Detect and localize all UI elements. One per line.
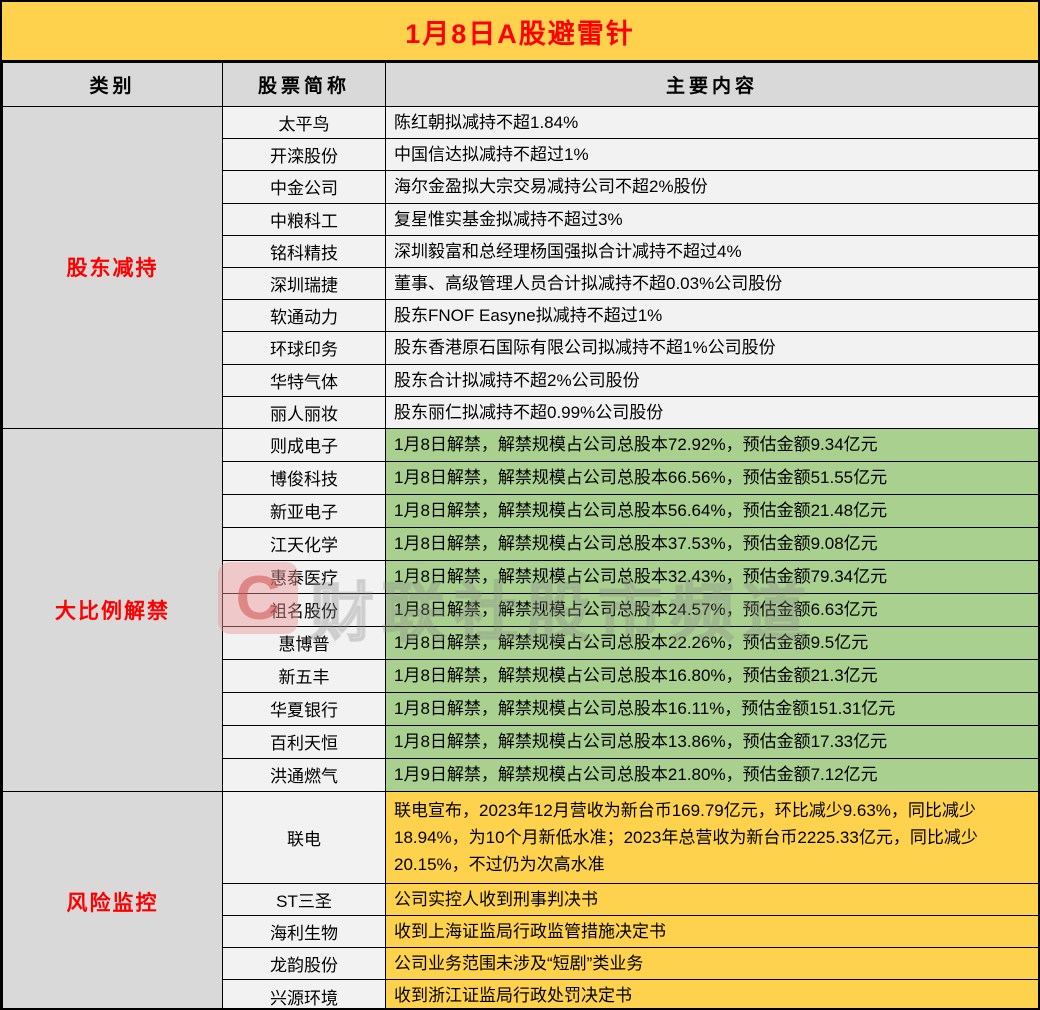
- column-header-category: 类别: [2, 62, 223, 107]
- content-cell: 1月8日解禁，解禁规模占公司总股本72.92%，预估金额9.34亿元: [385, 427, 1038, 462]
- table-row: 惠博普 1月8日解禁，解禁规模占公司总股本22.26%，预估金额9.5亿元: [3, 625, 1038, 660]
- content-cell: 公司业务范围未涉及“短剧”类业务: [385, 947, 1038, 981]
- stock-name-cell: 江天化学: [222, 526, 386, 561]
- table-row: 华特气体 股东合计拟减持不超2%公司股份: [3, 363, 1038, 397]
- content-cell: 中国信达拟减持不超过1%: [385, 138, 1038, 172]
- content-cell: 1月8日解禁，解禁规模占公司总股本22.26%，预估金额9.5亿元: [385, 625, 1038, 660]
- content-cell: 陈红朝拟减持不超1.84%: [385, 105, 1038, 140]
- content-cell: 1月8日解禁，解禁规模占公司总股本32.43%，预估金额79.34亿元: [385, 559, 1038, 594]
- data-table: 类别 股票简称 主要内容 股东减持 太平鸟 陈红朝拟减持不超1.84% 开滦股份 中国信…: [2, 62, 1038, 1008]
- content-cell: 董事、高级管理人员合计拟减持不超0.03%公司股份: [385, 266, 1038, 301]
- table-row: 铭科精技 深圳毅富和总经理杨国强拟合计减持不超过4%: [3, 234, 1038, 268]
- stock-name-cell: 新五丰: [222, 658, 386, 693]
- table-row: 华夏银行 1月8日解禁，解禁规模占公司总股本16.11%，预估金额151.31亿元: [3, 691, 1038, 726]
- table-row: 新亚电子 1月8日解禁，解禁规模占公司总股本56.64%，预估金额21.48亿元: [3, 493, 1038, 528]
- stock-name-cell: 海利生物: [222, 915, 386, 949]
- content-cell: 公司实控人收到刑事判决书: [385, 882, 1038, 917]
- content-cell: 1月9日解禁，解禁规模占公司总股本21.80%，预估金额7.12亿元: [385, 757, 1038, 792]
- stock-name-cell: 中金公司: [222, 170, 386, 204]
- table-row: 惠泰医疗 1月8日解禁，解禁规模占公司总股本32.43%，预估金额79.34亿元: [3, 559, 1038, 594]
- stock-name-cell: 百利天恒: [222, 724, 386, 759]
- table-row: 兴源环境 收到浙江证监局行政处罚决定书: [3, 979, 1038, 1008]
- stock-name-cell: 新亚电子: [222, 493, 386, 528]
- stock-name-cell: 华夏银行: [222, 691, 386, 726]
- content-cell: 1月8日解禁，解禁规模占公司总股本66.56%，预估金额51.55亿元: [385, 460, 1038, 495]
- content-cell: 1月8日解禁，解禁规模占公司总股本16.11%，预估金额151.31亿元: [385, 691, 1038, 726]
- content-cell: 1月8日解禁，解禁规模占公司总股本56.64%，预估金额21.48亿元: [385, 493, 1038, 528]
- stock-name-cell: 龙韵股份: [222, 947, 386, 981]
- stock-name-cell: 丽人丽妆: [222, 395, 386, 429]
- content-cell: 1月8日解禁，解禁规模占公司总股本16.80%，预估金额21.3亿元: [385, 658, 1038, 693]
- column-header-content: 主要内容: [385, 62, 1038, 107]
- stock-name-cell: 惠博普: [222, 625, 386, 660]
- column-header-stock: 股票简称: [222, 62, 386, 107]
- table-row: 中金公司 海尔金盈拟大宗交易减持公司不超2%股份: [3, 170, 1038, 204]
- category-cell: 大比例解禁: [2, 427, 223, 792]
- stock-name-cell: 软通动力: [222, 299, 386, 333]
- stock-name-cell: 祖名股份: [222, 592, 386, 627]
- stock-name-cell: 环球印务: [222, 331, 386, 365]
- table-row: 江天化学 1月8日解禁，解禁规模占公司总股本37.53%，预估金额9.08亿元: [3, 526, 1038, 561]
- content-cell: 股东香港原石国际有限公司拟减持不超1%公司股份: [385, 331, 1038, 365]
- table-row: 大比例解禁 则成电子 1月8日解禁，解禁规模占公司总股本72.92%，预估金额9.3…: [2, 427, 1038, 792]
- table-row: 风险监控 联电 联电宣布，2023年12月营收为新台币169.79亿元，环比减少9.…: [2, 790, 1038, 1008]
- content-cell: 收到上海证监局行政监管措施决定书: [385, 915, 1038, 949]
- content-cell: 股东合计拟减持不超2%公司股份: [385, 363, 1038, 397]
- content-cell: 1月8日解禁，解禁规模占公司总股本13.86%，预估金额17.33亿元: [385, 724, 1038, 759]
- table-row: 深圳瑞捷 董事、高级管理人员合计拟减持不超0.03%公司股份: [3, 266, 1038, 301]
- table-row: 股东减持 太平鸟 陈红朝拟减持不超1.84%: [2, 105, 1038, 429]
- content-cell: 股东丽仁拟减持不超0.99%公司股份: [385, 395, 1038, 429]
- stock-name-cell: 则成电子: [222, 427, 386, 462]
- stock-name-cell: ST三圣: [222, 882, 386, 917]
- page-title: 1月8日A股避雷针: [2, 2, 1038, 62]
- stock-name-cell: 铭科精技: [222, 234, 386, 268]
- stock-name-cell: 洪通燃气: [222, 757, 386, 792]
- stock-name-cell: 开滦股份: [222, 138, 386, 172]
- table-row: 环球印务 股东香港原石国际有限公司拟减持不超1%公司股份: [3, 331, 1038, 365]
- content-cell: 深圳毅富和总经理杨国强拟合计减持不超过4%: [385, 234, 1038, 268]
- category-cell: 股东减持: [2, 106, 223, 429]
- table-row: 开滦股份 中国信达拟减持不超过1%: [3, 138, 1038, 172]
- table-row: 软通动力 股东FNOF Easyne拟减持不超过1%: [3, 299, 1038, 333]
- content-cell: 1月8日解禁，解禁规模占公司总股本24.57%，预估金额6.63亿元: [385, 592, 1038, 627]
- stock-name-cell: 太平鸟: [222, 105, 386, 140]
- table-body: 股东减持 太平鸟 陈红朝拟减持不超1.84% 开滦股份 中国信达拟减持不超过1% 中金公司…: [2, 105, 1038, 1008]
- table-row: 中粮科工 复星惟实基金拟减持不超过3%: [3, 202, 1038, 236]
- table-row: 百利天恒 1月8日解禁，解禁规模占公司总股本13.86%，预估金额17.33亿元: [3, 724, 1038, 759]
- table-row: 新五丰 1月8日解禁，解禁规模占公司总股本16.80%，预估金额21.3亿元: [3, 658, 1038, 693]
- stock-name-cell: 中粮科工: [222, 202, 386, 236]
- content-cell: 复星惟实基金拟减持不超过3%: [385, 202, 1038, 236]
- table-row: 洪通燃气 1月9日解禁，解禁规模占公司总股本21.80%，预估金额7.12亿元: [3, 757, 1038, 792]
- stock-name-cell: 华特气体: [222, 363, 386, 397]
- stock-name-cell: 联电: [222, 790, 386, 884]
- stock-name-cell: 兴源环境: [222, 979, 386, 1008]
- stock-name-cell: 惠泰医疗: [222, 559, 386, 594]
- stock-name-cell: 深圳瑞捷: [222, 266, 386, 301]
- content-cell: 收到浙江证监局行政处罚决定书: [385, 979, 1038, 1008]
- category-cell: 风险监控: [2, 790, 223, 1008]
- content-cell: 联电宣布，2023年12月营收为新台币169.79亿元，环比减少9.63%，同比…: [385, 790, 1038, 884]
- table-row: 丽人丽妆 股东丽仁拟减持不超0.99%公司股份: [3, 395, 1038, 429]
- header-row: 类别 股票简称 主要内容: [2, 62, 1038, 107]
- stock-name-cell: 博俊科技: [222, 460, 386, 495]
- content-cell: 海尔金盈拟大宗交易减持公司不超2%股份: [385, 170, 1038, 204]
- content-cell: 股东FNOF Easyne拟减持不超过1%: [385, 299, 1038, 333]
- content-cell: 1月8日解禁，解禁规模占公司总股本37.53%，预估金额9.08亿元: [385, 526, 1038, 561]
- table-row: 海利生物 收到上海证监局行政监管措施决定书: [3, 915, 1038, 949]
- table-row: 博俊科技 1月8日解禁，解禁规模占公司总股本66.56%，预估金额51.55亿元: [3, 460, 1038, 495]
